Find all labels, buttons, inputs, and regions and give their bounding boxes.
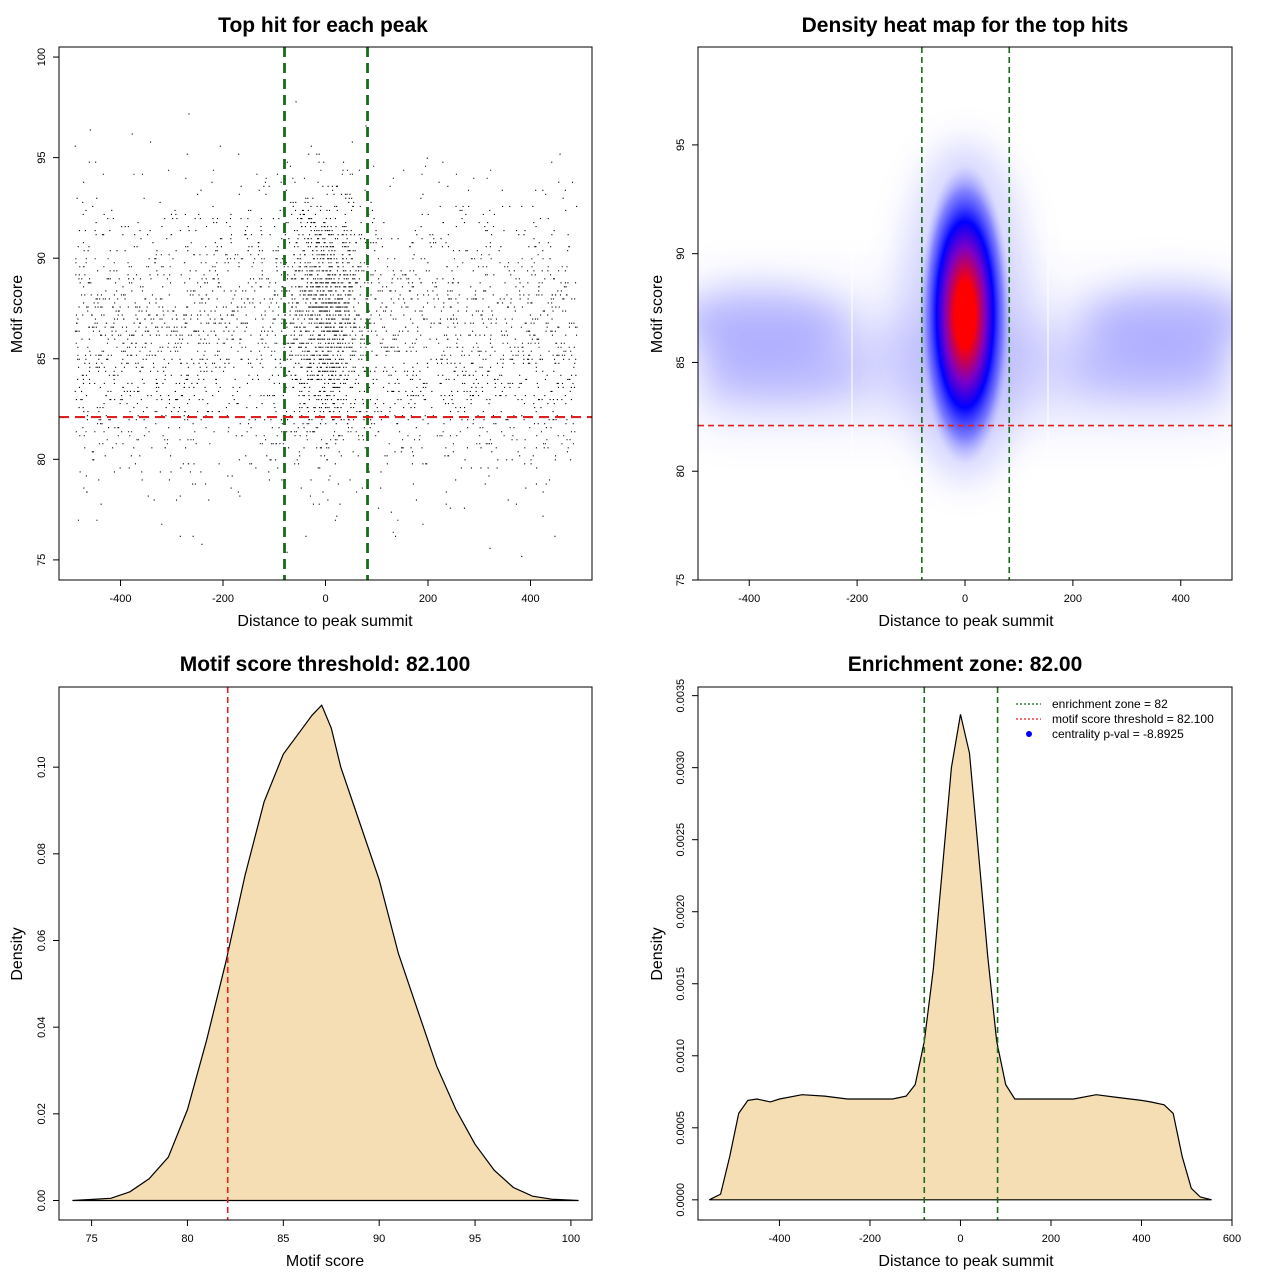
x-tick-label: 400 (1132, 1233, 1150, 1245)
y-tick-label: 0.0030 (675, 751, 687, 785)
y-tick-label: 0.0015 (675, 967, 687, 1001)
panel-score-density: Motif score threshold: 82.100 75 80 85 90 95… (9, 653, 593, 1270)
x-tick-label: -400 (738, 593, 760, 605)
x-tick-label: 0 (962, 593, 968, 605)
x-tick-label: -200 (212, 593, 234, 605)
y-tick-label: 0.0025 (675, 823, 687, 857)
x-axis: -400 -200 0 200 400 (738, 579, 1190, 605)
density-area (709, 714, 1212, 1201)
x-axis: -400 -200 0 200 400 600 (768, 1219, 1241, 1245)
y-axis: 75 80 85 90 95 100 (36, 48, 60, 566)
y-axis: 75 80 85 90 95 (675, 139, 699, 586)
scatter-points (74, 101, 578, 558)
x-tick-label: 80 (181, 1233, 193, 1245)
x-tick-label: 200 (1042, 1233, 1060, 1245)
x-tick-label: 85 (277, 1233, 289, 1245)
y-tick-label: 0.0005 (675, 1111, 687, 1145)
y-axis-label: Motif score (9, 275, 26, 353)
legend-swatch-centrality (1026, 731, 1032, 737)
y-tick-label: 90 (36, 252, 48, 264)
plot-frame (58, 46, 593, 581)
y-tick-label: 80 (675, 465, 687, 477)
chart-title: Motif score threshold: 82.100 (180, 653, 471, 676)
y-tick-label: 0.04 (36, 1016, 48, 1037)
panel-scatter: Top hit for each peak -400 -200 0 200 400 75… (9, 14, 593, 630)
y-tick-label: 95 (36, 151, 48, 163)
legend-label-motif-threshold: motif score threshold = 82.100 (1052, 712, 1214, 726)
legend: enrichment zone = 82 motif score thresho… (1016, 697, 1214, 741)
scatter-point-cloud (74, 101, 578, 558)
x-axis-label: Distance to peak summit (878, 613, 1054, 630)
x-tick-label: 600 (1223, 1233, 1241, 1245)
y-tick-label: 0.0010 (675, 1039, 687, 1073)
x-tick-label: 75 (85, 1233, 97, 1245)
x-axis-label: Motif score (286, 1253, 364, 1270)
y-tick-label: 80 (36, 453, 48, 465)
x-tick-label: 400 (1172, 593, 1190, 605)
y-tick-label: 75 (675, 574, 687, 586)
legend-label-centrality: centrality p-val = -8.8925 (1052, 727, 1184, 741)
x-axis: -400 -200 0 200 400 (109, 579, 540, 605)
reference-lines (698, 47, 1232, 580)
y-tick-label: 0.00 (36, 1190, 48, 1211)
y-axis-label: Density (9, 927, 26, 980)
density-heatmap (698, 47, 1232, 580)
x-axis: 75 80 85 90 95 100 (85, 1219, 580, 1245)
x-tick-label: 200 (1064, 593, 1082, 605)
y-tick-label: 0.06 (36, 930, 48, 951)
y-axis: 0.00 0.02 0.04 0.06 0.08 0.10 (36, 756, 60, 1211)
x-tick-label: -200 (859, 1233, 881, 1245)
chart-title: Top hit for each peak (218, 14, 428, 37)
x-axis-label: Distance to peak summit (237, 613, 413, 630)
x-tick-label: 95 (469, 1233, 481, 1245)
y-tick-label: 85 (36, 353, 48, 365)
x-tick-label: 90 (373, 1233, 385, 1245)
panel-heatmap: Density heat map for the top hits -400 -2… (649, 14, 1233, 630)
y-tick-label: 95 (675, 139, 687, 151)
y-tick-label: 0.10 (36, 756, 48, 777)
chart-title: Density heat map for the top hits (802, 14, 1129, 37)
y-axis-label: Density (649, 927, 666, 980)
y-tick-label: 85 (675, 356, 687, 368)
panel-distance-density: Enrichment zone: 82.00 -400 -200 0 200 400 60… (649, 653, 1241, 1270)
x-tick-label: 0 (957, 1233, 963, 1245)
density-peak (919, 164, 1011, 465)
y-tick-label: 0.0000 (675, 1183, 687, 1217)
y-tick-label: 75 (36, 554, 48, 566)
chart-title: Enrichment zone: 82.00 (848, 653, 1083, 676)
y-tick-label: 0.0020 (675, 895, 687, 929)
x-tick-label: 0 (322, 593, 328, 605)
y-axis: 0.0000 0.0005 0.0010 0.0015 0.0020 0.0025 0.00… (675, 679, 699, 1217)
reference-lines (923, 687, 999, 1220)
legend-label-enrichment-zone: enrichment zone = 82 (1052, 697, 1168, 711)
y-axis-label: Motif score (649, 275, 666, 353)
x-tick-label: -200 (846, 593, 868, 605)
y-tick-label: 100 (36, 48, 48, 66)
y-tick-label: 0.08 (36, 843, 48, 864)
x-axis-label: Distance to peak summit (878, 1253, 1054, 1270)
x-tick-label: 200 (419, 593, 437, 605)
y-tick-label: 0.0035 (675, 679, 687, 713)
y-tick-label: 90 (675, 248, 687, 260)
x-tick-label: -400 (768, 1233, 790, 1245)
y-tick-label: 0.02 (36, 1103, 48, 1124)
x-tick-label: 400 (521, 593, 539, 605)
density-area (72, 704, 579, 1202)
x-tick-label: -400 (109, 593, 131, 605)
x-tick-label: 100 (562, 1233, 580, 1245)
reference-lines (59, 47, 592, 580)
